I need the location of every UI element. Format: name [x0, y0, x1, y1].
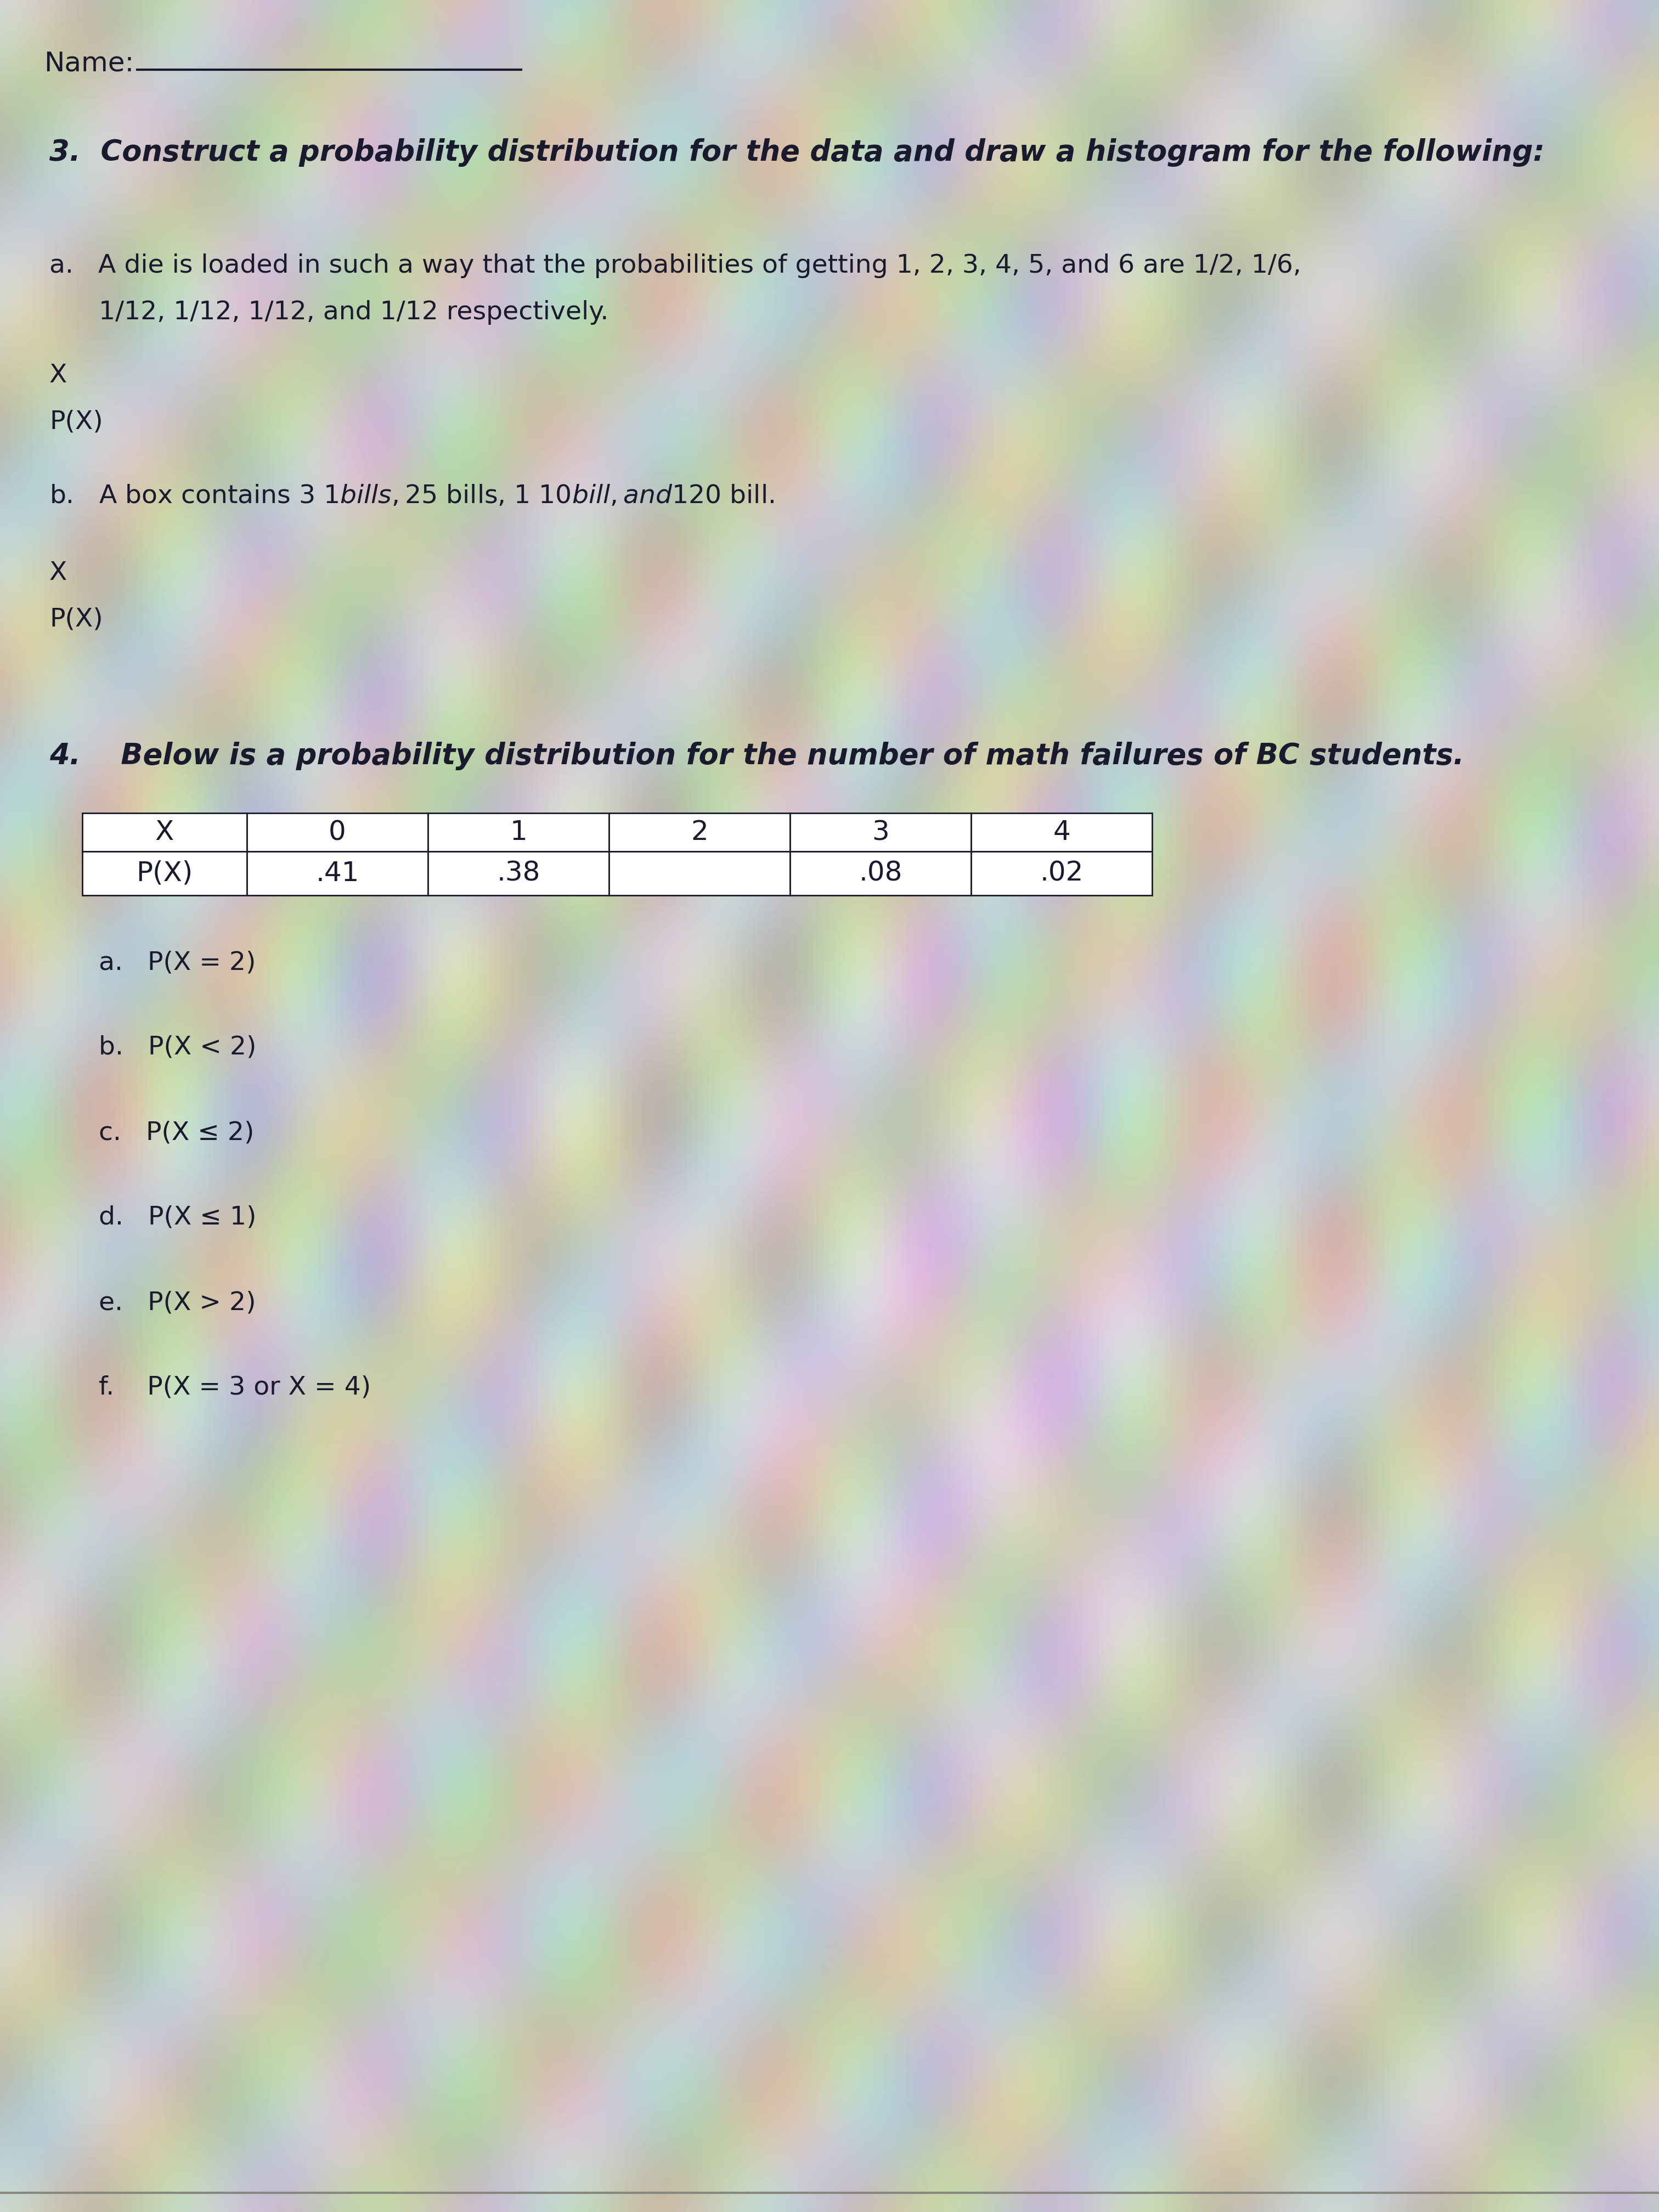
Text: 0: 0 — [328, 818, 347, 845]
Text: X: X — [50, 363, 66, 387]
Text: 4.    Below is a probability distribution for the number of math failures of BC : 4. Below is a probability distribution f… — [50, 741, 1465, 770]
Text: a.   A die is loaded in such a way that the probabilities of getting 1, 2, 3, 4,: a. A die is loaded in such a way that th… — [50, 254, 1301, 279]
Text: X: X — [50, 560, 66, 586]
Bar — [428, 814, 609, 852]
Text: .08: .08 — [859, 860, 902, 887]
Text: e.   P(X > 2): e. P(X > 2) — [100, 1290, 255, 1314]
Text: .38: .38 — [496, 860, 541, 887]
Text: .02: .02 — [1040, 860, 1083, 887]
Bar — [790, 852, 971, 896]
Bar — [971, 814, 1151, 852]
Text: d.   P(X ≤ 1): d. P(X ≤ 1) — [100, 1206, 257, 1230]
Text: P(X): P(X) — [136, 860, 192, 887]
Text: 2: 2 — [690, 818, 708, 845]
Text: f.    P(X = 3 or X = 4): f. P(X = 3 or X = 4) — [100, 1376, 372, 1400]
Text: Name:: Name: — [43, 51, 134, 77]
Text: 3: 3 — [873, 818, 889, 845]
Bar — [609, 852, 790, 896]
Text: 1/12, 1/12, 1/12, and 1/12 respectively.: 1/12, 1/12, 1/12, and 1/12 respectively. — [50, 301, 609, 325]
Text: X: X — [156, 818, 174, 845]
Text: 1: 1 — [509, 818, 528, 845]
Bar — [790, 814, 971, 852]
Bar — [83, 852, 247, 896]
Text: c.   P(X ≤ 2): c. P(X ≤ 2) — [100, 1119, 254, 1146]
Bar — [247, 814, 428, 852]
Bar — [971, 852, 1151, 896]
Text: a.   P(X = 2): a. P(X = 2) — [100, 951, 255, 975]
Bar — [247, 852, 428, 896]
Bar — [609, 814, 790, 852]
Text: b.   A box contains 3 $1 bills, 2 $5 bills, 1 $10 bill, and 1 $20 bill.: b. A box contains 3 $1 bills, 2 $5 bills… — [50, 484, 775, 509]
Text: P(X): P(X) — [50, 409, 103, 434]
Text: .41: .41 — [315, 860, 358, 887]
Text: P(X): P(X) — [50, 608, 103, 633]
Text: b.   P(X < 2): b. P(X < 2) — [100, 1035, 257, 1060]
Text: 3.  Construct a probability distribution for the data and draw a histogram for t: 3. Construct a probability distribution … — [50, 139, 1545, 166]
Text: 4: 4 — [1053, 818, 1070, 845]
Bar — [83, 814, 247, 852]
Bar — [428, 852, 609, 896]
